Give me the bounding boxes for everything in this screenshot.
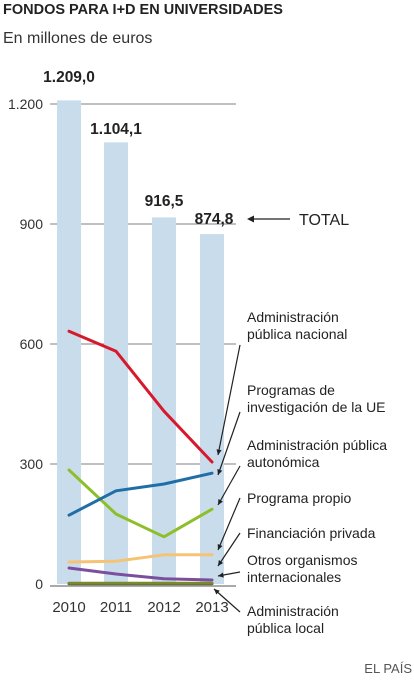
source-credit: EL PAÍS [364, 661, 412, 676]
series-arrowhead [217, 469, 223, 475]
series-leader-line [217, 497, 241, 551]
series-label: investigación de la UE [247, 399, 386, 415]
series-line [67, 553, 214, 564]
series-arrowhead [218, 499, 223, 505]
series-label: autonómica [247, 454, 320, 470]
chart-title: FONDOS PARA I+D EN UNIVERSIDADES [3, 2, 283, 18]
y-tick-label: 300 [20, 456, 44, 472]
series-label: pública local [247, 620, 324, 636]
series-label: Programas de [247, 382, 335, 398]
total-data-label: 1.104,1 [90, 121, 142, 138]
series-label: internacionales [247, 569, 341, 585]
series-leader-line [217, 465, 241, 506]
series-leader-line [217, 411, 241, 476]
series-arrowhead [217, 544, 223, 550]
total-bar-2010 [57, 100, 81, 585]
series-arrowhead [218, 560, 224, 566]
total-data-label: 1.209,0 [43, 69, 95, 86]
x-tick-label: 2010 [52, 599, 85, 616]
series-line [67, 329, 214, 464]
series-label: pública nacional [247, 326, 347, 342]
y-tick-label: 1.200 [8, 96, 43, 112]
series-lines [67, 329, 214, 586]
series-arrowhead [218, 572, 224, 578]
series-leader-line [213, 588, 241, 613]
total-bar-2013 [200, 234, 224, 584]
chart-subtitle: En millones de euros [3, 30, 152, 47]
series-leader-line [217, 344, 241, 456]
x-tick-label: 2012 [147, 599, 180, 616]
y-tick-label: 600 [20, 336, 44, 352]
total-data-label: 916,5 [145, 193, 184, 210]
y-tick-label: 900 [20, 216, 44, 232]
series-arrowhead [216, 449, 222, 455]
series-label: Administración pública [247, 437, 387, 453]
total-data-label: 874,8 [195, 211, 234, 228]
series-label: Programa propio [247, 490, 351, 506]
total-data-labels: 1.209,0 1.104,1 916,5 874,8 [43, 69, 234, 228]
x-axis: 2010 2011 2012 2013 [52, 599, 228, 616]
x-tick-label: 2011 [100, 599, 132, 616]
series-leader-line [217, 532, 241, 567]
total-bars [50, 100, 236, 587]
series-line [67, 471, 214, 517]
series-arrowhead [214, 589, 220, 595]
series-line [67, 566, 214, 582]
total-label: TOTAL [299, 212, 349, 229]
y-tick-label: 0 [35, 576, 43, 592]
series-label: Administración [247, 309, 339, 325]
series-label: Otros organismos [247, 552, 357, 568]
series-line [67, 468, 214, 539]
series-label: Administración [247, 603, 339, 619]
x-tick-label: 2013 [195, 599, 228, 616]
total-arrowhead [247, 215, 254, 223]
series-label: Financiación privada [247, 525, 376, 541]
y-axis: 0 300 600 900 1.200 [8, 96, 43, 592]
